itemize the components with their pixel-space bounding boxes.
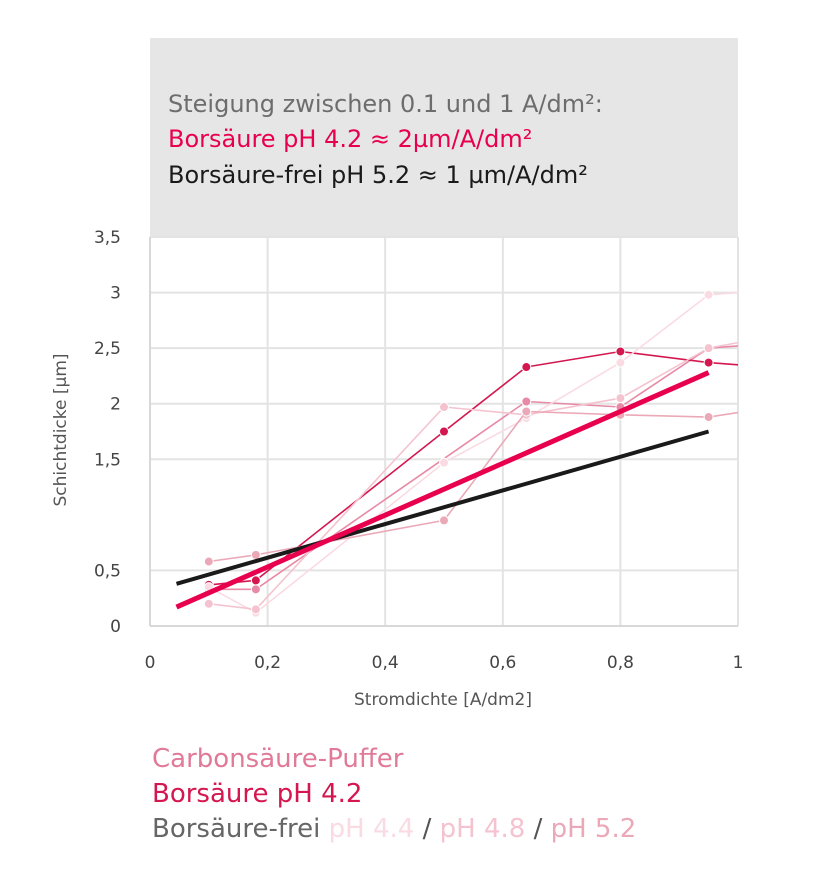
x-tick-label: 0,4 — [372, 653, 399, 673]
data-point — [250, 584, 261, 595]
legend: Carbonsäure-Puffer Borsäure pH 4.2 Borsä… — [152, 742, 636, 847]
data-point — [250, 549, 261, 560]
y-tick-label: 0 — [110, 617, 121, 637]
data-point — [203, 556, 214, 567]
series-line — [208, 410, 738, 563]
data-point — [703, 343, 714, 354]
series-2 — [203, 289, 738, 618]
header-line-1: Steigung zwischen 0.1 und 1 A/dm²: — [168, 90, 603, 118]
x-tick-label: 0,2 — [254, 653, 281, 673]
y-tick-label: 2,5 — [94, 339, 121, 359]
y-tick-label: 3,5 — [94, 228, 121, 248]
x-tick-label: 0,6 — [489, 653, 516, 673]
series-4 — [203, 406, 738, 567]
y-tick-label: 3 — [110, 284, 121, 304]
y-tick-label: 0,5 — [94, 561, 121, 581]
data-point — [615, 393, 626, 404]
header-box — [150, 38, 738, 237]
data-point — [439, 457, 449, 468]
data-point — [521, 362, 532, 373]
data-point — [521, 396, 532, 407]
data-point — [439, 426, 449, 437]
data-point — [703, 357, 714, 368]
y-axis-title: Schichtdicke [µm] — [51, 353, 71, 506]
header-line-2: Borsäure pH 4.2 ≈ 2µm/A/dm² — [168, 125, 532, 153]
data-point — [615, 357, 626, 368]
x-tick-label: 0 — [145, 653, 156, 673]
legend-ph52: pH 5.2 — [550, 814, 637, 844]
series-5 — [175, 429, 710, 586]
legend-boric: Borsäure pH 4.2 — [152, 779, 363, 809]
legend-free-row: Borsäure-frei pH 4.4 / pH 4.8 / pH 5.2 — [152, 812, 636, 847]
legend-sep-2: / — [533, 814, 543, 844]
trend-line — [175, 370, 710, 610]
x-tick-label: 0,8 — [607, 653, 634, 673]
legend-carbon: Carbonsäure-Puffer — [152, 744, 404, 774]
trend-line — [175, 429, 710, 586]
header-line-3: Borsäure-frei pH 5.2 ≈ 1 µm/A/dm² — [168, 161, 588, 189]
grid — [150, 236, 739, 626]
legend-free: Borsäure-frei — [152, 814, 321, 844]
y-tick-label: 1,5 — [94, 450, 121, 470]
data-point — [250, 575, 261, 586]
data-point — [439, 515, 449, 526]
data-point — [703, 412, 714, 423]
data-point — [521, 406, 532, 417]
legend-sep-1: / — [422, 814, 432, 844]
axes: 0 0,2 0,4 0,6 0,8 1 0 0,5 1,5 2 2,5 3 3,5 — [94, 228, 743, 673]
x-axis-title: Stromdichte [A/dm2] — [354, 690, 532, 710]
data-point — [439, 402, 449, 413]
series-line — [208, 291, 738, 614]
data-point — [615, 346, 626, 357]
y-tick-label: 2 — [110, 395, 121, 415]
legend-ph44: pH 4.4 — [328, 814, 415, 844]
data-point — [250, 604, 261, 615]
data-point — [203, 598, 214, 609]
series-0 — [203, 343, 738, 595]
series-layer — [175, 289, 738, 618]
series-1 — [203, 346, 738, 590]
x-tick-label: 1 — [733, 653, 744, 673]
legend-ph48: pH 4.8 — [439, 814, 526, 844]
series-6 — [175, 370, 710, 610]
data-point — [703, 289, 714, 300]
